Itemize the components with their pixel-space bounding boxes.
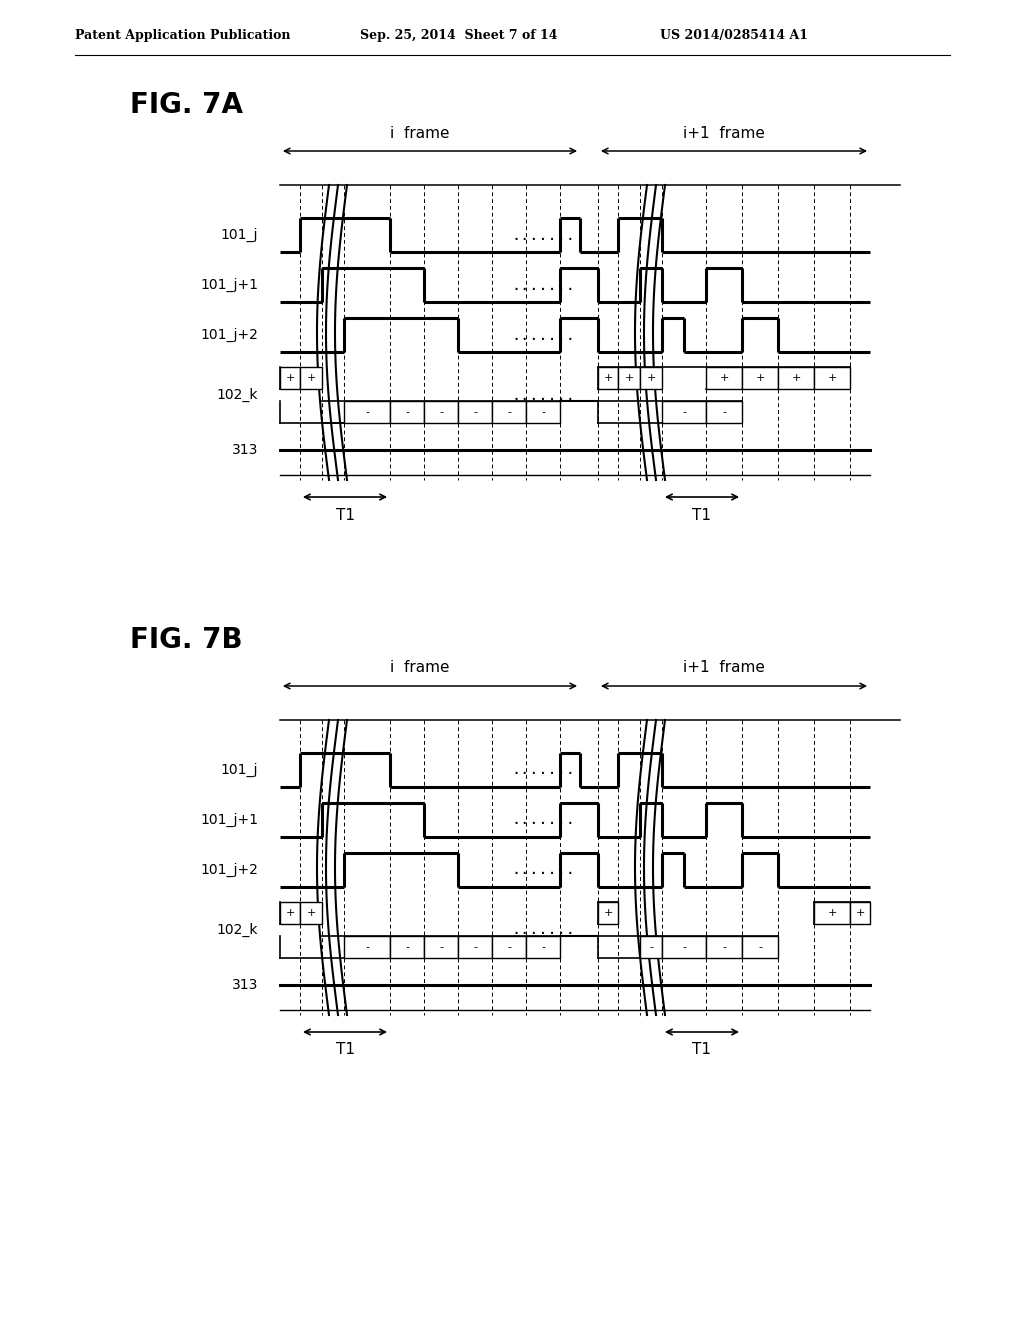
Text: .......: ....... [511, 862, 574, 878]
Text: i  frame: i frame [390, 660, 450, 676]
Text: +: + [603, 908, 612, 917]
Bar [390, 936, 424, 958]
Text: .......: ....... [511, 763, 574, 777]
Bar [280, 902, 300, 924]
Bar [300, 367, 322, 389]
Text: -: - [439, 407, 443, 417]
Bar [706, 936, 742, 958]
Text: +: + [827, 374, 837, 383]
Bar [618, 367, 640, 389]
Text: .......: ....... [511, 388, 574, 403]
Text: 101_j+1: 101_j+1 [200, 279, 258, 292]
Bar [344, 936, 390, 958]
Text: FIG. 7B: FIG. 7B [130, 626, 243, 653]
Text: +: + [827, 908, 837, 917]
Bar [742, 367, 778, 389]
Text: +: + [286, 374, 295, 383]
Text: -: - [682, 942, 686, 952]
Bar [662, 936, 706, 958]
Bar [640, 936, 662, 958]
Text: 101_j: 101_j [220, 228, 258, 242]
Text: Patent Application Publication: Patent Application Publication [75, 29, 291, 41]
Text: i+1  frame: i+1 frame [683, 660, 765, 676]
Bar [742, 936, 778, 958]
Bar [526, 936, 560, 958]
Text: i  frame: i frame [390, 125, 450, 140]
Text: T1: T1 [692, 1043, 712, 1057]
Text: -: - [541, 942, 545, 952]
Bar [390, 401, 424, 422]
Text: FIG. 7A: FIG. 7A [130, 91, 243, 119]
Bar [814, 902, 850, 924]
Text: +: + [286, 908, 295, 917]
Text: -: - [507, 942, 511, 952]
Text: .......: ....... [511, 923, 574, 937]
Text: 102_k: 102_k [216, 923, 258, 937]
Text: i+1  frame: i+1 frame [683, 125, 765, 140]
Bar [300, 902, 322, 924]
Bar [458, 401, 492, 422]
Bar [706, 367, 742, 389]
Text: .......: ....... [511, 327, 574, 342]
Text: T1: T1 [336, 507, 354, 523]
Bar [850, 902, 870, 924]
Text: +: + [603, 374, 612, 383]
Text: +: + [792, 374, 801, 383]
Text: T1: T1 [692, 507, 712, 523]
Text: +: + [719, 374, 729, 383]
Text: 101_j: 101_j [220, 763, 258, 777]
Text: US 2014/0285414 A1: US 2014/0285414 A1 [660, 29, 808, 41]
Bar [492, 936, 526, 958]
Bar [598, 367, 618, 389]
Text: -: - [406, 942, 409, 952]
Bar [640, 367, 662, 389]
Text: -: - [722, 942, 726, 952]
Bar [778, 367, 814, 389]
Text: 101_j+2: 101_j+2 [200, 863, 258, 876]
Bar [598, 902, 618, 924]
Text: -: - [758, 942, 762, 952]
Text: +: + [756, 374, 765, 383]
Text: -: - [365, 942, 369, 952]
Bar [344, 401, 390, 422]
Bar [526, 401, 560, 422]
Bar [424, 401, 458, 422]
Bar [814, 367, 850, 389]
Text: 102_k: 102_k [216, 388, 258, 403]
Bar [706, 401, 742, 422]
Text: +: + [306, 908, 315, 917]
Text: -: - [507, 407, 511, 417]
Bar [458, 936, 492, 958]
Bar [662, 401, 706, 422]
Bar [492, 401, 526, 422]
Text: -: - [541, 407, 545, 417]
Text: -: - [365, 407, 369, 417]
Text: +: + [306, 374, 315, 383]
Text: -: - [473, 407, 477, 417]
Text: .......: ....... [511, 277, 574, 293]
Text: +: + [646, 374, 655, 383]
Text: -: - [473, 942, 477, 952]
Text: 101_j+2: 101_j+2 [200, 327, 258, 342]
Bar [280, 367, 300, 389]
Text: -: - [682, 407, 686, 417]
Text: -: - [406, 407, 409, 417]
Text: T1: T1 [336, 1043, 354, 1057]
Text: Sep. 25, 2014  Sheet 7 of 14: Sep. 25, 2014 Sheet 7 of 14 [360, 29, 557, 41]
Text: -: - [649, 942, 653, 952]
Text: 313: 313 [231, 978, 258, 993]
Text: -: - [722, 407, 726, 417]
Text: 101_j+1: 101_j+1 [200, 813, 258, 828]
Text: +: + [625, 374, 634, 383]
Text: -: - [439, 942, 443, 952]
Text: .......: ....... [511, 813, 574, 828]
Text: .......: ....... [511, 227, 574, 243]
Bar [424, 936, 458, 958]
Text: +: + [855, 908, 864, 917]
Text: 313: 313 [231, 444, 258, 457]
